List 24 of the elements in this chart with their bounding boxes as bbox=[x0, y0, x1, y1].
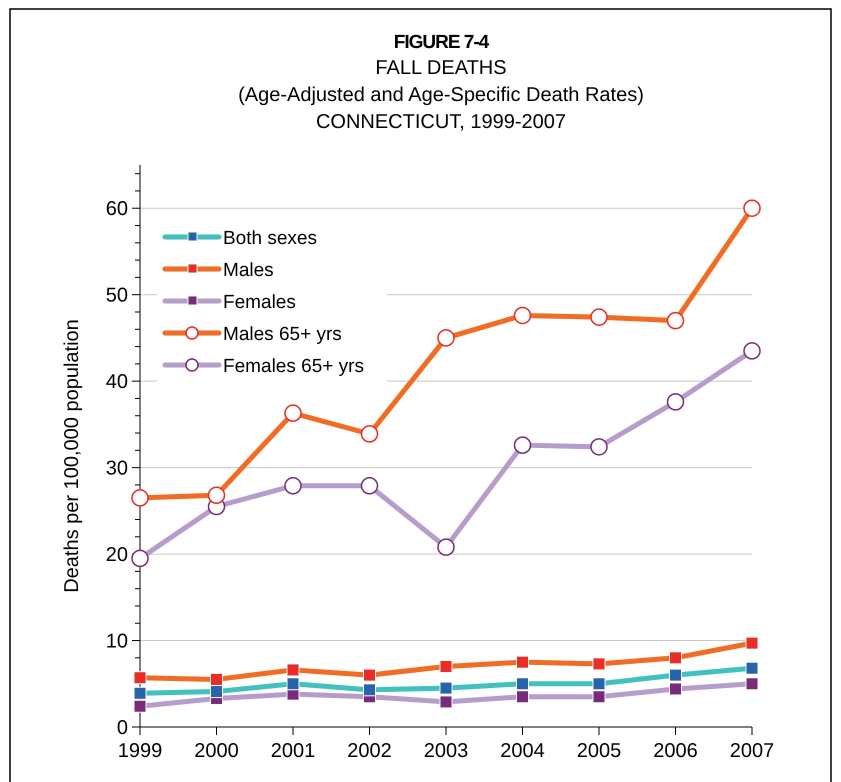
x-tick-label: 2001 bbox=[270, 740, 316, 762]
y-tick-label: 60 bbox=[106, 198, 128, 220]
y-tick-label: 0 bbox=[116, 717, 128, 739]
y-axis-title: Deaths per 100,000 population bbox=[61, 319, 83, 593]
x-tick-label: 2005 bbox=[576, 740, 622, 762]
y-tick-label: 20 bbox=[106, 544, 128, 566]
legend-label: Both sexes bbox=[223, 228, 317, 249]
y-tick-label: 10 bbox=[106, 630, 128, 653]
legend-label: Females 65+ yrs bbox=[223, 356, 364, 377]
x-tick-label: 1999 bbox=[118, 740, 162, 762]
legend-label: Males bbox=[223, 260, 274, 281]
y-tick-label: 40 bbox=[106, 371, 128, 394]
legend-label: Females bbox=[223, 292, 296, 313]
x-tick-label: 2002 bbox=[347, 740, 392, 762]
legend-label: Males 65+ yrs bbox=[223, 324, 342, 345]
y-tick-label: 50 bbox=[106, 284, 128, 307]
x-tick-label: 2006 bbox=[653, 740, 698, 762]
x-tick-label: 2003 bbox=[424, 740, 468, 762]
x-tick-label: 2000 bbox=[194, 740, 239, 762]
x-tick-label: 2004 bbox=[500, 740, 545, 762]
chart-subtitle: FALL DEATHS (Age-Adjusted and Age-Specific Death Rates) CONNECTICUT, 1999-2007 bbox=[238, 57, 644, 133]
y-tick-label: 30 bbox=[106, 458, 128, 480]
x-tick-label: 2007 bbox=[730, 740, 774, 762]
chart-title: FIGURE 7-4 bbox=[394, 32, 490, 53]
